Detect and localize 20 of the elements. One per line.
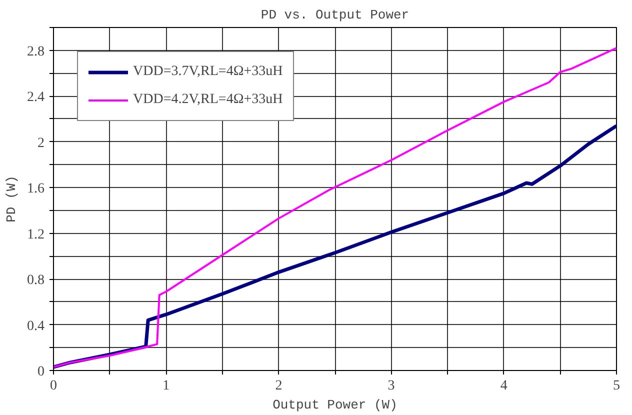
y-tick-label: 2.4 xyxy=(27,90,44,106)
y-tick-label: 0.4 xyxy=(27,318,44,334)
legend-label: VDD=4.2V,RL=4Ω+33uH xyxy=(133,92,283,108)
x-tick-label: 4 xyxy=(500,378,508,394)
y-axis-title: PD (W) xyxy=(4,176,19,222)
x-tick-label: 1 xyxy=(162,378,170,394)
x-tick-label: 5 xyxy=(613,378,620,394)
y-tick-label: 0 xyxy=(38,364,44,380)
legend-label: VDD=3.7V,RL=4Ω+33uH xyxy=(133,64,283,80)
x-tick-label: 2 xyxy=(275,378,282,394)
line-series xyxy=(54,47,616,368)
chart-title: PD vs. Output Power xyxy=(260,8,410,22)
y-tick-label: 2 xyxy=(38,136,44,151)
y-tick-label: 2.8 xyxy=(27,44,44,60)
x-tick-label: 0 xyxy=(50,378,57,394)
x-axis-title: Output Power (W) xyxy=(272,398,398,412)
x-tick-label: 3 xyxy=(388,378,395,394)
y-tick-label: 1.2 xyxy=(27,227,44,242)
y-tick-label: 0.8 xyxy=(27,273,44,288)
y-tick-label: 1.6 xyxy=(27,182,44,197)
